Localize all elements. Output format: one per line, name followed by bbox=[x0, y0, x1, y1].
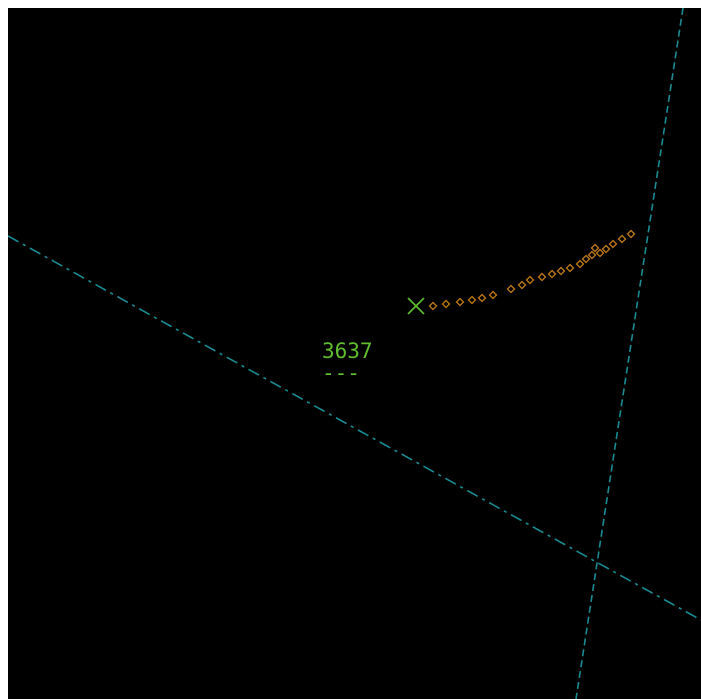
diamond-history-icon bbox=[581, 254, 591, 264]
diamond-history-icon bbox=[455, 297, 465, 307]
diamond-history-icon bbox=[626, 229, 636, 239]
x-target-icon[interactable] bbox=[407, 297, 425, 315]
diamond-history-icon bbox=[467, 295, 477, 305]
boundary-line-west bbox=[8, 235, 701, 621]
diamond-history-icon bbox=[565, 263, 575, 273]
diamond-history-icon bbox=[590, 243, 600, 253]
diamond-history-icon bbox=[488, 290, 498, 300]
diamond-history-icon bbox=[587, 250, 597, 260]
beacon-code: 3637 bbox=[322, 339, 373, 363]
diamond-history-icon bbox=[517, 280, 527, 290]
boundary-line-east bbox=[575, 8, 684, 699]
diamond-history-icon bbox=[601, 244, 611, 254]
diamond-history-icon bbox=[556, 266, 566, 276]
diamond-history-icon bbox=[617, 234, 627, 244]
history-trail bbox=[428, 229, 636, 311]
radar-display[interactable]: 3637 --- bbox=[8, 8, 701, 699]
diamond-history-icon bbox=[477, 293, 487, 303]
diamond-history-icon bbox=[428, 301, 438, 311]
diamond-history-icon bbox=[575, 259, 585, 269]
diamond-history-icon bbox=[595, 248, 605, 258]
altitude-readout: --- bbox=[322, 361, 360, 385]
datablock[interactable]: 3637 --- bbox=[322, 339, 373, 385]
diamond-history-icon bbox=[525, 275, 535, 285]
diamond-history-icon bbox=[537, 272, 547, 282]
diamond-history-icon bbox=[506, 284, 516, 294]
diamond-history-icon bbox=[547, 269, 557, 279]
diamond-history-icon bbox=[441, 299, 451, 309]
diamond-history-icon bbox=[608, 239, 618, 249]
radar-scope[interactable]: 3637 --- bbox=[8, 8, 701, 699]
